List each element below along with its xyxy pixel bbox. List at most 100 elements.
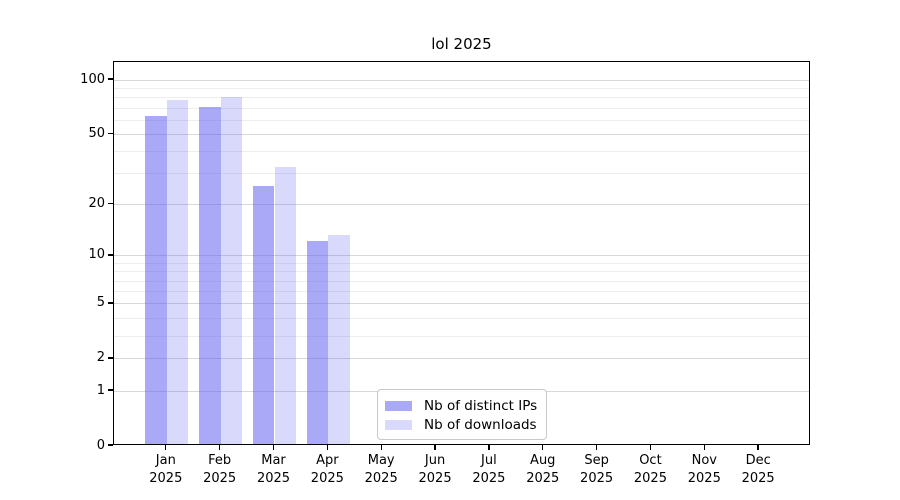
major-gridline-50: [114, 133, 809, 135]
plot-area: [113, 61, 810, 445]
bar-distinct-ips-feb: [199, 107, 221, 444]
x-tick-year-mar: 2025: [256, 471, 291, 486]
x-tick-mark-jan: [165, 445, 167, 450]
x-tick-year-may: 2025: [364, 471, 398, 486]
minor-gridline-7: [114, 280, 809, 282]
x-tick-label-dec: Dec 2025: [731, 452, 785, 488]
chart-title: lol 2025: [431, 35, 492, 53]
legend-swatch-distinct-ips: [385, 401, 412, 412]
y-tick-label-0: 0: [96, 437, 105, 453]
y-tick-mark-0: [108, 444, 113, 446]
legend-row-distinct-ips: Nb of distinct IPs: [385, 397, 538, 416]
legend-label-downloads: Nb of downloads: [424, 416, 537, 433]
minor-gridline-4: [114, 317, 809, 319]
x-tick-month-dec: Dec: [745, 453, 771, 468]
x-tick-month-apr: Apr: [316, 453, 339, 468]
x-tick-label-sep: Sep 2025: [570, 452, 624, 488]
x-tick-month-mar: Mar: [261, 453, 286, 468]
x-tick-label-aug: Aug 2025: [516, 452, 570, 488]
x-tick-label-jun: Jun 2025: [408, 452, 462, 488]
x-tick-month-sep: Sep: [584, 453, 609, 468]
minor-gridline-3: [114, 335, 809, 337]
x-tick-year-feb: 2025: [203, 471, 237, 486]
x-tick-month-jun: Jun: [424, 453, 446, 468]
x-tick-mark-mar: [272, 445, 275, 450]
x-tick-month-nov: Nov: [691, 453, 717, 468]
x-tick-label-jul: Jul 2025: [462, 452, 516, 488]
minor-gridline-6: [114, 291, 809, 293]
bar-downloads-apr: [328, 234, 350, 444]
bar-distinct-ips-apr: [306, 240, 329, 444]
y-tick-label-1: 1: [96, 382, 105, 398]
major-gridline-20: [114, 204, 809, 206]
minor-gridline-8: [114, 271, 809, 273]
x-tick-label-apr: Apr 2025: [300, 452, 354, 488]
y-tick-label-50: 50: [88, 125, 105, 141]
x-tick-year-aug: 2025: [526, 471, 560, 486]
bar-distinct-ips-mar: [252, 185, 275, 444]
minor-gridline-60: [114, 119, 809, 121]
x-tick-mark-nov: [703, 445, 705, 450]
bar-downloads-mar: [274, 166, 297, 444]
minor-gridline-90: [114, 87, 809, 89]
minor-gridline-70: [114, 107, 809, 109]
x-tick-year-jan: 2025: [149, 471, 183, 486]
x-tick-label-mar: Mar 2025: [247, 452, 301, 488]
x-tick-month-oct: Oct: [639, 453, 662, 468]
bar-downloads-jan: [166, 99, 189, 444]
x-tick-label-jan: Jan 2025: [139, 452, 193, 488]
major-gridline-10: [114, 255, 809, 257]
x-tick-year-sep: 2025: [580, 471, 614, 486]
x-tick-label-feb: Feb 2025: [193, 452, 247, 488]
minor-gridline-40: [114, 151, 809, 153]
minor-gridline-80: [114, 97, 809, 99]
y-tick-label-20: 20: [88, 196, 105, 212]
x-tick-year-apr: 2025: [310, 471, 344, 486]
x-tick-year-oct: 2025: [633, 471, 667, 486]
x-tick-mark-apr: [326, 445, 329, 450]
y-tick-label-10: 10: [88, 247, 105, 263]
x-tick-mark-sep: [595, 445, 598, 450]
x-tick-mark-may: [380, 445, 382, 450]
legend: Nb of distinct IPs Nb of downloads: [377, 389, 547, 440]
major-gridline-5: [114, 303, 809, 305]
y-tick-mark-100: [108, 78, 113, 80]
x-tick-month-jul: Jul: [481, 453, 497, 468]
y-tick-mark-10: [108, 254, 113, 256]
y-tick-mark-50: [108, 132, 113, 134]
bar-distinct-ips-jan: [145, 115, 167, 444]
x-tick-month-aug: Aug: [530, 453, 556, 468]
legend-label-distinct-ips: Nb of distinct IPs: [424, 398, 538, 415]
x-tick-year-jul: 2025: [472, 471, 506, 486]
x-tick-mark-aug: [542, 445, 544, 450]
x-tick-month-feb: Feb: [208, 453, 232, 468]
y-tick-mark-1: [108, 389, 113, 391]
x-tick-month-jan: Jan: [155, 453, 176, 468]
y-tick-mark-20: [108, 202, 113, 205]
x-tick-label-oct: Oct 2025: [623, 452, 677, 488]
y-tick-mark-5: [108, 302, 113, 304]
legend-row-downloads: Nb of downloads: [385, 416, 538, 435]
x-tick-month-may: May: [367, 453, 395, 468]
x-tick-year-nov: 2025: [687, 471, 721, 486]
x-tick-mark-jul: [488, 445, 490, 450]
x-tick-label-may: May 2025: [354, 452, 408, 488]
x-tick-mark-oct: [649, 445, 652, 450]
legend-swatch-downloads: [385, 419, 412, 430]
x-tick-year-dec: 2025: [741, 471, 775, 486]
minor-gridline-30: [114, 173, 809, 175]
x-tick-year-jun: 2025: [418, 471, 452, 486]
x-tick-mark-dec: [757, 445, 759, 450]
minor-gridline-9: [114, 262, 809, 264]
y-tick-mark-2: [108, 357, 113, 359]
x-tick-label-nov: Nov 2025: [677, 452, 731, 488]
major-gridline-100: [114, 79, 809, 81]
y-tick-label-100: 100: [80, 71, 105, 87]
x-tick-mark-feb: [218, 445, 221, 450]
bar-downloads-feb: [220, 96, 243, 444]
x-tick-mark-jun: [434, 445, 436, 450]
major-gridline-2: [114, 358, 809, 360]
y-tick-label-5: 5: [96, 295, 105, 311]
y-tick-label-2: 2: [96, 350, 105, 366]
